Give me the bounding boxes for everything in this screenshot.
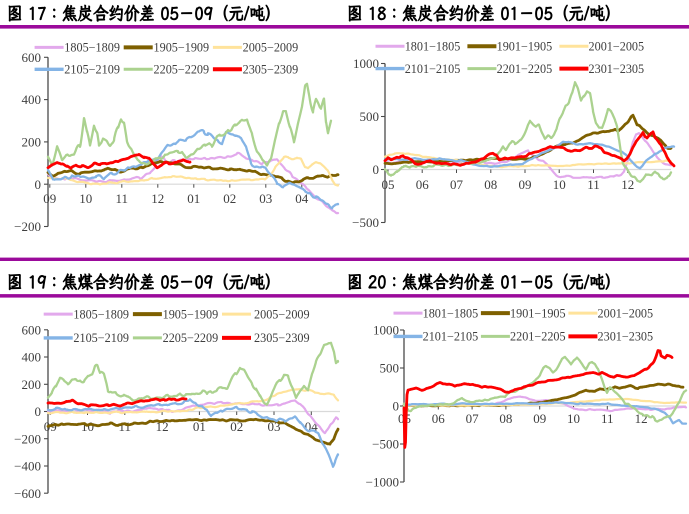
svg-text:0: 0: [35, 404, 42, 419]
svg-text:09: 09: [519, 177, 532, 192]
svg-text:−1000: −1000: [366, 475, 399, 490]
svg-text:−200: −200: [14, 219, 41, 234]
svg-text:11: 11: [116, 191, 129, 206]
svg-text:05: 05: [382, 177, 395, 192]
svg-text:1801−1805: 1801−1805: [423, 306, 479, 320]
svg-text:−500: −500: [372, 437, 399, 452]
svg-text:11: 11: [119, 419, 132, 434]
svg-text:09: 09: [43, 191, 56, 206]
svg-text:06: 06: [416, 177, 430, 192]
svg-text:2301−2305: 2301−2305: [589, 62, 645, 76]
svg-text:500: 500: [380, 361, 400, 376]
svg-text:2105−2109: 2105−2109: [64, 63, 120, 77]
svg-text:11: 11: [587, 177, 600, 192]
svg-text:1801−1805: 1801−1805: [405, 40, 461, 54]
svg-text:10: 10: [81, 419, 94, 434]
svg-text:02: 02: [230, 419, 243, 434]
svg-text:1901−1905: 1901−1905: [497, 40, 553, 54]
svg-text:2305−2309: 2305−2309: [254, 331, 310, 345]
svg-text:2305−2309: 2305−2309: [243, 63, 299, 77]
svg-text:2101−2105: 2101−2105: [423, 330, 479, 344]
svg-text:2301−2305: 2301−2305: [598, 330, 654, 344]
svg-text:2005−2009: 2005−2009: [243, 41, 299, 55]
svg-text:06: 06: [432, 411, 446, 426]
svg-text:2101−2105: 2101−2105: [405, 62, 461, 76]
svg-text:0: 0: [35, 177, 42, 192]
svg-text:0: 0: [393, 399, 400, 414]
svg-text:−400: −400: [14, 459, 41, 474]
svg-text:200: 200: [22, 135, 42, 150]
svg-text:1805−1809: 1805−1809: [64, 41, 120, 55]
svg-text:−600: −600: [14, 486, 41, 501]
svg-text:600: 600: [22, 50, 42, 65]
svg-text:10: 10: [553, 177, 566, 192]
svg-text:2201−2205: 2201−2205: [497, 62, 553, 76]
svg-text:08: 08: [484, 177, 497, 192]
svg-text:02: 02: [223, 191, 236, 206]
svg-text:2005−2009: 2005−2009: [254, 307, 310, 321]
svg-text:1000: 1000: [353, 56, 379, 71]
svg-text:01: 01: [193, 419, 206, 434]
svg-text:12: 12: [621, 177, 634, 192]
svg-text:1905−1909: 1905−1909: [154, 41, 210, 55]
svg-text:12: 12: [151, 191, 164, 206]
svg-text:10: 10: [79, 191, 92, 206]
svg-text:08: 08: [499, 411, 512, 426]
svg-text:−200: −200: [14, 431, 41, 446]
svg-text:200: 200: [22, 377, 42, 392]
svg-text:1905−1909: 1905−1909: [163, 307, 219, 321]
svg-text:11: 11: [601, 411, 614, 426]
svg-text:400: 400: [22, 350, 42, 365]
svg-text:07: 07: [466, 411, 480, 426]
svg-text:07: 07: [450, 177, 464, 192]
svg-text:600: 600: [22, 322, 42, 337]
svg-text:04: 04: [295, 191, 309, 206]
svg-text:10: 10: [567, 411, 580, 426]
svg-text:1805−1809: 1805−1809: [73, 307, 129, 321]
svg-text:2201−2205: 2201−2205: [510, 330, 566, 344]
svg-text:1901−1905: 1901−1905: [510, 306, 566, 320]
svg-text:2205−2209: 2205−2209: [154, 63, 210, 77]
svg-text:2001−2005: 2001−2005: [598, 306, 654, 320]
svg-text:1000: 1000: [373, 323, 399, 338]
svg-text:2105−2109: 2105−2109: [73, 331, 129, 345]
svg-text:09: 09: [533, 411, 546, 426]
svg-text:12: 12: [156, 419, 169, 434]
svg-text:2205−2209: 2205−2209: [163, 331, 219, 345]
svg-text:2001−2005: 2001−2005: [589, 40, 645, 54]
svg-text:400: 400: [22, 92, 42, 107]
svg-text:−500: −500: [352, 215, 379, 230]
svg-text:0: 0: [373, 162, 380, 177]
svg-text:500: 500: [360, 109, 380, 124]
svg-text:03: 03: [259, 191, 272, 206]
svg-text:01: 01: [187, 191, 200, 206]
